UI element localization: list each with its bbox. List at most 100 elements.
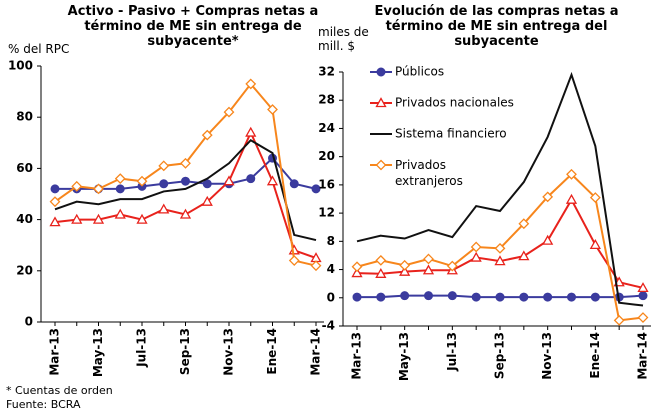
marker	[399, 259, 411, 271]
marker	[518, 250, 530, 261]
marker	[519, 292, 529, 302]
marker	[288, 255, 300, 266]
y-axis-label: miles de mill. $	[318, 25, 369, 53]
marker	[246, 174, 256, 184]
x-tick-label: Jul-13	[135, 328, 149, 368]
legend-label-line: Privados	[395, 158, 446, 172]
marker	[49, 216, 61, 227]
marker	[471, 292, 481, 302]
marker	[424, 291, 433, 301]
marker	[158, 160, 170, 172]
y-tick-label: 20	[318, 149, 335, 163]
marker	[50, 184, 60, 194]
x-tick-label: Ene-14	[265, 328, 279, 375]
y-tick-label: 100	[8, 59, 33, 73]
x-tick-label: Mar-13	[350, 332, 364, 380]
marker	[266, 175, 279, 186]
marker	[400, 291, 410, 301]
marker	[376, 292, 386, 302]
series-line	[54, 130, 317, 259]
marker	[92, 213, 105, 224]
legend-label: Privados nacionales	[395, 96, 514, 110]
y-tick-label: 12	[318, 206, 335, 220]
y-tick-label: 0	[25, 315, 33, 329]
y-tick-label: 28	[318, 93, 335, 107]
marker	[311, 184, 321, 194]
marker	[223, 175, 235, 186]
y-tick-label: 16	[318, 177, 335, 191]
marker	[267, 104, 278, 115]
marker	[567, 292, 576, 302]
marker	[159, 179, 169, 189]
marker	[114, 208, 126, 219]
marker	[565, 193, 578, 204]
footnote: Fuente: BCRA	[6, 398, 81, 411]
marker	[446, 260, 458, 272]
legend-label-line: extranjeros	[395, 174, 463, 188]
x-tick-label: Mar-14	[636, 332, 650, 380]
x-tick-label: Mar-13	[48, 328, 62, 376]
marker	[375, 159, 387, 171]
marker	[245, 78, 257, 90]
marker	[399, 265, 411, 276]
series-line	[356, 71, 644, 307]
y-tick-label: 80	[16, 110, 33, 124]
y-tick-label: 24	[318, 121, 335, 135]
x-tick-label: Sep-13	[178, 328, 192, 375]
y-tick-label: 20	[16, 263, 33, 277]
marker	[494, 255, 506, 266]
chart-title: Evolución de las compras netas a término…	[374, 4, 619, 49]
marker	[637, 282, 649, 293]
footnote: * Cuentas de orden	[6, 384, 113, 397]
chart-title: Activo - Pasivo + Compras netas a términ…	[67, 4, 319, 49]
marker	[542, 191, 554, 203]
legend-label: Públicos	[395, 65, 444, 79]
marker	[202, 179, 212, 189]
series-line	[54, 138, 317, 242]
marker	[375, 254, 387, 266]
x-tick-label: Jul-13	[445, 332, 459, 372]
y-tick-label: 60	[16, 161, 33, 175]
marker	[543, 292, 553, 302]
marker	[518, 218, 530, 230]
marker	[375, 97, 387, 108]
marker	[93, 183, 104, 195]
marker	[245, 126, 257, 137]
marker	[351, 261, 363, 273]
marker	[114, 173, 126, 185]
marker	[447, 291, 457, 301]
x-tick-label: Mar-14	[309, 328, 323, 376]
marker	[136, 213, 148, 224]
legend-label: Sistema financiero	[395, 127, 507, 141]
marker	[638, 291, 648, 301]
legend-label: Privados extranjeros	[395, 158, 463, 188]
y-tick-label: 8	[327, 234, 335, 248]
marker	[71, 213, 83, 224]
marker	[590, 292, 600, 302]
marker	[494, 242, 506, 254]
marker	[470, 251, 482, 262]
marker	[310, 260, 322, 272]
y-axis-label: % del RPC	[8, 42, 70, 56]
x-tick-label: May-13	[91, 328, 105, 377]
marker	[422, 264, 435, 275]
marker	[289, 179, 299, 189]
marker	[376, 67, 386, 77]
marker	[136, 175, 148, 187]
x-tick-label: May-13	[397, 332, 411, 381]
marker	[158, 203, 170, 214]
marker	[288, 244, 300, 255]
marker	[201, 195, 213, 206]
x-tick-label: Nov-13	[540, 332, 554, 380]
marker	[542, 234, 554, 245]
marker	[201, 129, 213, 141]
x-tick-label: Nov-13	[222, 328, 236, 376]
marker	[179, 208, 192, 219]
marker	[181, 176, 190, 186]
x-tick-label: Sep-13	[493, 332, 507, 379]
marker	[49, 196, 61, 208]
series-line	[54, 82, 317, 267]
marker	[423, 253, 434, 265]
marker	[223, 106, 235, 118]
